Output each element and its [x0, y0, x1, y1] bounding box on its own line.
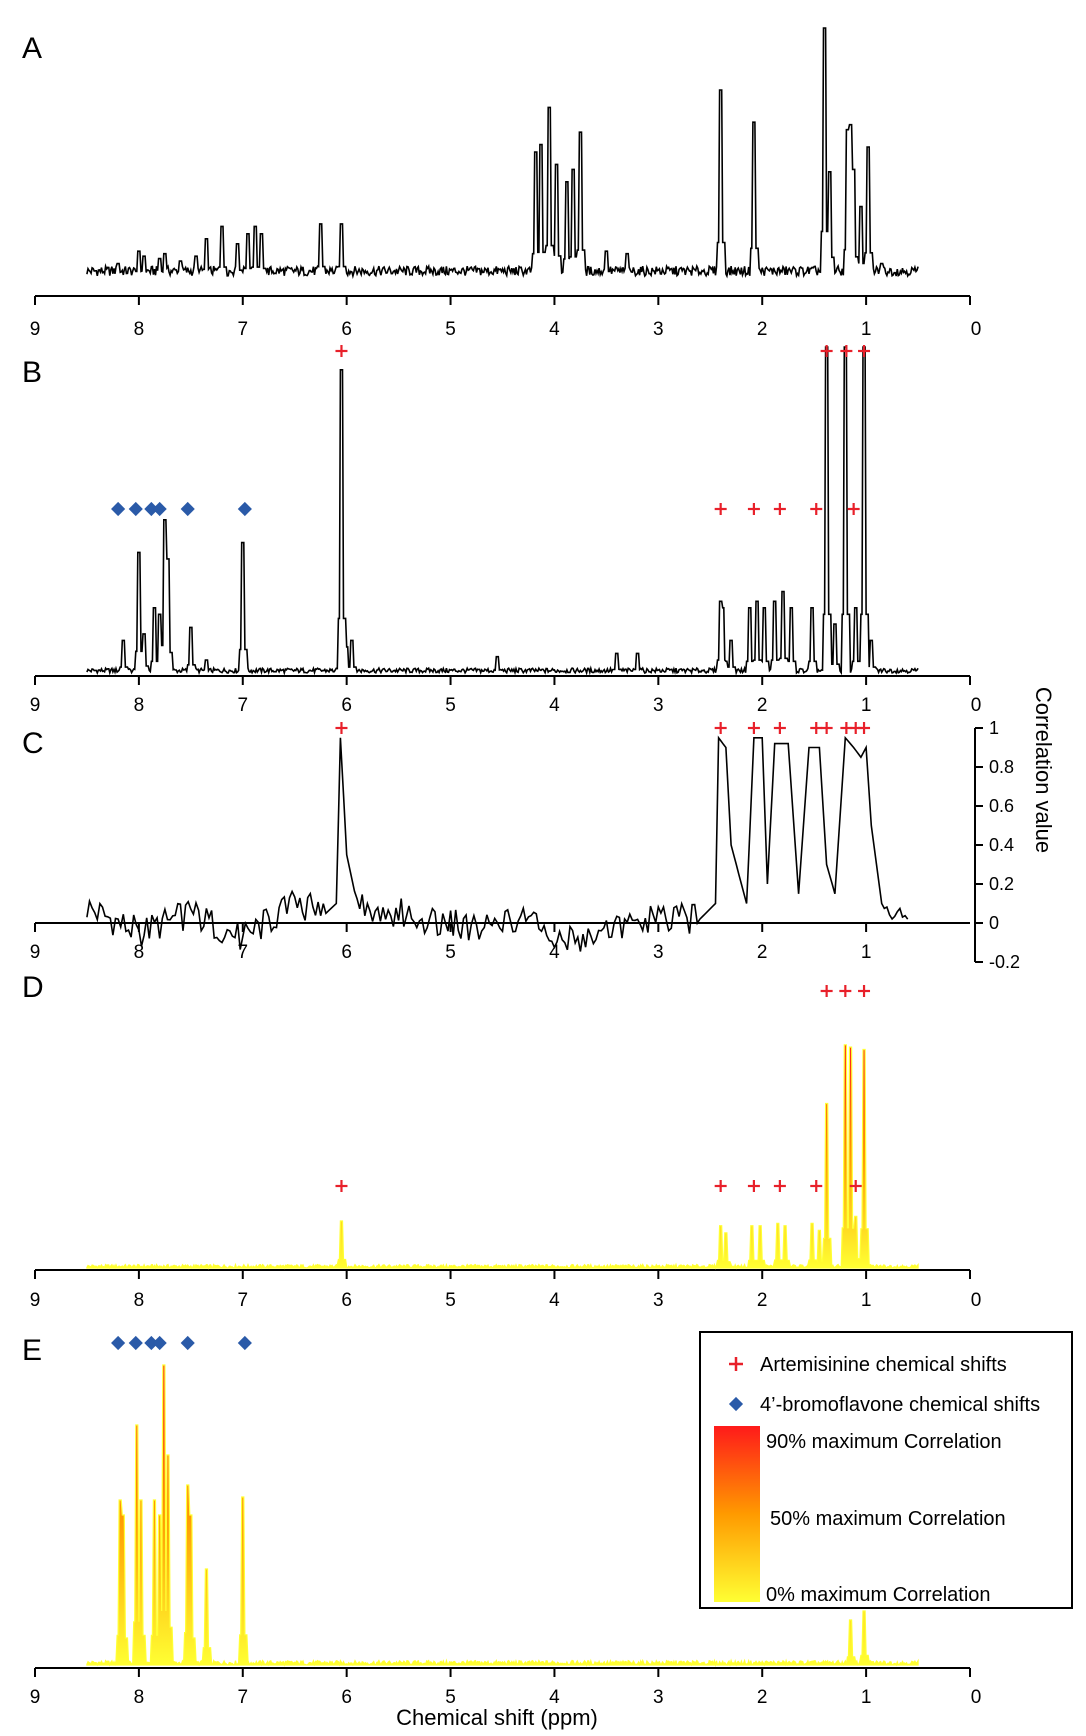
panel-b-x-tick-label: 6: [341, 695, 352, 716]
panel-e-bromoflavone-marker: [111, 1335, 126, 1351]
panel-e-x-tick-label: 7: [237, 1687, 248, 1708]
panel-b-bromoflavone-marker: [237, 501, 252, 517]
panel-e-x-tick-label: 5: [445, 1687, 456, 1708]
panel-e-x-tick-label: 0: [971, 1687, 982, 1708]
panel-label-c: C: [22, 727, 44, 760]
panel-d-x-tick-label: 5: [445, 1290, 456, 1311]
legend-artemisinine-label: Artemisinine chemical shifts: [760, 1354, 1007, 1376]
panel-label-e: E: [22, 1334, 42, 1367]
panel-d-x-tick-label: 1: [861, 1290, 872, 1311]
panel-b-x-tick-label: 3: [653, 695, 664, 716]
panel-e-bromoflavone-marker: [152, 1335, 167, 1351]
panel-c-y-tick-label: 0: [989, 913, 999, 933]
legend-high-label: 90% maximum Correlation: [766, 1431, 1002, 1453]
panel-b-x-tick-label: 0: [971, 695, 982, 716]
panel-a-x-tick-label: 4: [549, 319, 560, 340]
panel-b-bromoflavone-marker: [152, 501, 167, 517]
panel-e-bromoflavone-marker: [144, 1335, 159, 1351]
panel-b-x-tick-label: 1: [861, 695, 872, 716]
panel-b-x-tick-label: 9: [30, 695, 41, 716]
panel-c-y-tick-label: 0.4: [989, 835, 1014, 855]
panel-b-x-tick-label: 5: [445, 695, 456, 716]
panel-b-x-tick-label: 4: [549, 695, 560, 716]
x-axis-label: Chemical shift (ppm): [396, 1705, 598, 1730]
panel-d-x-tick-label: 0: [971, 1290, 982, 1311]
panel-c-x-tick-label: 3: [653, 942, 664, 963]
panel-a-x-tick-label: 0: [971, 319, 982, 340]
panel-c-y-tick-label: 0.2: [989, 874, 1014, 894]
legend-color-scale: [714, 1426, 760, 1602]
panel-c-y-tick-label: -0.2: [989, 952, 1020, 972]
panel-b-bromoflavone-marker: [144, 501, 159, 517]
legend-artemisinine-marker: [729, 1357, 743, 1371]
panel-e-x-tick-label: 8: [134, 1687, 145, 1708]
legend-low-label: 0% maximum Correlation: [766, 1584, 991, 1606]
panel-d-x-tick-label: 2: [757, 1290, 768, 1311]
panel-e-bromoflavone-marker: [128, 1335, 143, 1351]
panel-e-x-tick-label: 3: [653, 1687, 664, 1708]
panel-e-x-tick-label: 4: [549, 1687, 560, 1708]
panel-b-bromoflavone-marker: [180, 501, 195, 517]
panel-c-x-tick-label: 7: [237, 942, 248, 963]
panel-a-x-tick-label: 8: [134, 319, 145, 340]
panel-c-x-tick-label: 1: [861, 942, 872, 963]
legend: Artemisinine chemical shifts 4’-bromofla…: [699, 1331, 1073, 1609]
panel-label-d: D: [22, 971, 44, 1004]
panel-a-x-tick-label: 1: [861, 319, 872, 340]
legend-bromoflavone-marker: [728, 1396, 744, 1412]
panel-c-y-tick-label: 1: [989, 718, 999, 738]
panel-e-x-tick-label: 2: [757, 1687, 768, 1708]
panel-a-x-tick-label: 7: [237, 319, 248, 340]
panel-d-x-tick-label: 4: [549, 1290, 560, 1311]
panel-a-x-tick-label: 6: [341, 319, 352, 340]
legend-bromoflavone-label: 4’-bromoflavone chemical shifts: [760, 1394, 1040, 1416]
legend-mid-label: 50% maximum Correlation: [770, 1508, 1006, 1530]
legend-box: [699, 1331, 1073, 1609]
panel-d-x-tick-label: 7: [237, 1290, 248, 1311]
panel-label-b: B: [22, 356, 42, 389]
panel-a-x-tick-label: 9: [30, 319, 41, 340]
plots-layer: 9 8 7 6 5 4 3 2 1 09 8 7 6 5 4 3 2 1 09 8 7 6 5 4 3 2 110.80.60.40…: [30, 27, 1020, 1708]
panel-d-x-tick-label: 9: [30, 1290, 41, 1311]
panel-e-correlation-spectrum: [86, 1364, 919, 1668]
panel-c-y-tick-label: 0.6: [989, 796, 1014, 816]
panel-c-y-axis-label: Correlation value: [1031, 687, 1056, 853]
panel-e-x-tick-label: 6: [341, 1687, 352, 1708]
panel-c-x-tick-label: 8: [134, 942, 145, 963]
panel-a-spectrum-line: [86, 27, 919, 280]
panel-a-x-tick-label: 5: [445, 319, 456, 340]
panel-b-bromoflavone-marker: [128, 501, 143, 517]
panel-a-x-tick-label: 3: [653, 319, 664, 340]
panel-c-x-tick-label: 9: [30, 942, 41, 963]
panel-c-x-tick-label: 2: [757, 942, 768, 963]
panel-d-x-tick-label: 6: [341, 1290, 352, 1311]
panel-e-x-tick-label: 9: [30, 1687, 41, 1708]
panel-c-x-tick-label: 5: [445, 942, 456, 963]
panel-b-spectrum-line: [86, 346, 919, 676]
panel-label-a: A: [22, 32, 42, 65]
panel-d-x-tick-label: 3: [653, 1290, 664, 1311]
panel-e-bromoflavone-marker: [237, 1335, 252, 1351]
panel-e-bromoflavone-marker: [180, 1335, 195, 1351]
panel-a-x-tick-label: 2: [757, 319, 768, 340]
panel-c-correlation-line: [86, 735, 909, 952]
panel-b-x-tick-label: 7: [237, 695, 248, 716]
panel-c-y-tick-label: 0.8: [989, 757, 1014, 777]
panel-b-x-tick-label: 8: [134, 695, 145, 716]
panel-d-correlation-spectrum: [86, 1044, 919, 1270]
panel-c-x-tick-label: 4: [549, 942, 560, 963]
panel-b-x-tick-label: 2: [757, 695, 768, 716]
panel-d-x-tick-label: 8: [134, 1290, 145, 1311]
panel-c-x-tick-label: 6: [341, 942, 352, 963]
panel-b-bromoflavone-marker: [111, 501, 126, 517]
panel-e-x-tick-label: 1: [861, 1687, 872, 1708]
